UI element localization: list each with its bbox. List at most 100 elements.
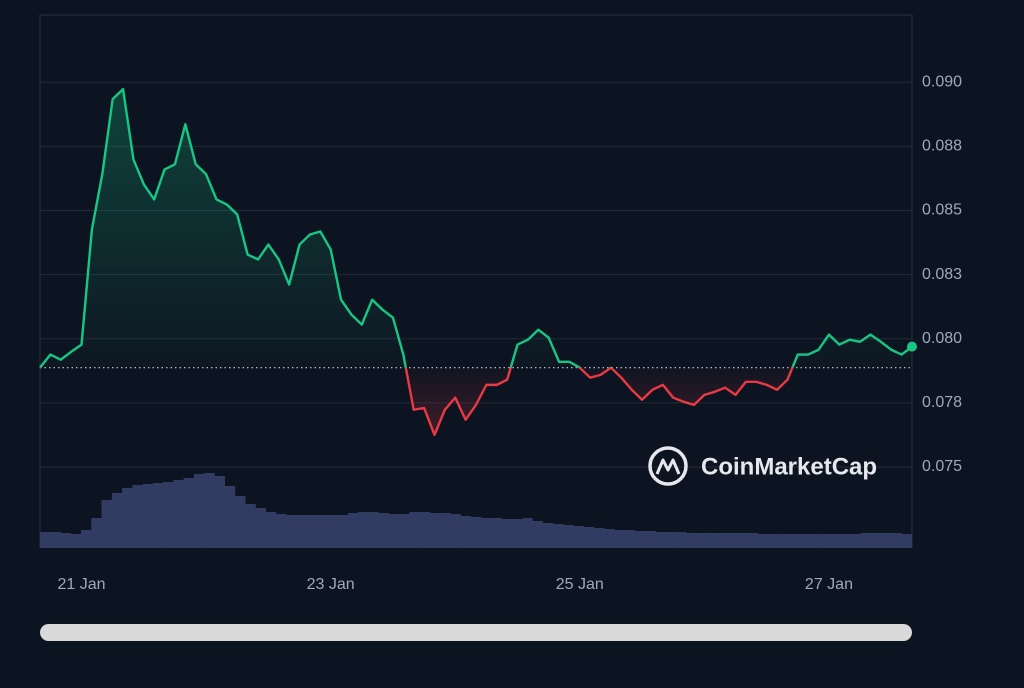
volume-bar [409, 512, 420, 548]
price-line [39, 87, 913, 437]
volume-bar [358, 512, 369, 548]
price-area [40, 89, 912, 435]
volume-bar [696, 533, 708, 548]
volume-bar [132, 485, 143, 548]
volume-bar [737, 533, 749, 548]
volume-bar [368, 512, 379, 548]
volume-bar [891, 533, 903, 548]
volume-bar [296, 515, 308, 548]
volume-bar [316, 515, 328, 548]
volume-bar [60, 533, 72, 548]
volume-bar [50, 532, 61, 548]
y-tick-label: 0.083 [922, 266, 962, 283]
x-tick-label: 27 Jan [805, 576, 853, 593]
x-tick-label: 21 Jan [58, 576, 106, 593]
scrollbar[interactable] [40, 624, 912, 641]
volume-bar [255, 508, 266, 548]
volume-bar [163, 482, 174, 548]
x-axis: 21 Jan 23 Jan 25 Jan 27 Jan [58, 576, 853, 593]
volume-bar [81, 530, 92, 548]
volume-bar [583, 527, 595, 548]
watermark-logo [648, 446, 688, 486]
volume-bar [593, 528, 605, 548]
volume-bar [306, 515, 318, 548]
volume-bar [522, 518, 533, 548]
volume-bar [265, 512, 277, 548]
volume-bar [676, 532, 687, 548]
volume-bar [532, 521, 543, 548]
volume-bars [40, 473, 912, 548]
volume-bar [481, 518, 492, 548]
volume-bar [214, 476, 225, 548]
volume-bar [829, 534, 841, 548]
volume-bar [347, 513, 359, 548]
volume-bar [399, 514, 410, 548]
volume-bar [850, 534, 862, 548]
volume-bar [234, 496, 246, 548]
volume-bar [327, 515, 338, 548]
x-tick-label: 23 Jan [307, 576, 355, 593]
volume-bar [542, 523, 554, 548]
y-tick-label: 0.088 [922, 138, 962, 155]
volume-bar [645, 531, 656, 548]
price-series [39, 87, 917, 437]
volume-bar [809, 534, 820, 548]
x-tick-label: 25 Jan [556, 576, 604, 593]
volume-bar [758, 534, 769, 548]
volume-bar [604, 529, 615, 548]
volume-bar [552, 524, 564, 548]
volume-bar [788, 534, 800, 548]
volume-bar [470, 517, 482, 548]
y-tick-label: 0.075 [922, 458, 962, 475]
volume-bar [275, 514, 287, 548]
volume-bar [819, 534, 831, 548]
volume-bar [204, 473, 215, 548]
volume-bar [635, 531, 646, 548]
volume-bar [40, 532, 51, 548]
volume-bar [429, 513, 441, 548]
volume-bar [881, 533, 892, 548]
watermark-logo-mark [655, 458, 681, 475]
volume-bar [717, 533, 728, 548]
volume-bar [655, 532, 667, 548]
volume-bar [111, 493, 123, 548]
volume-bar [245, 504, 256, 548]
volume-bar [224, 486, 236, 548]
volume-bar [378, 513, 390, 548]
volume-bar [901, 534, 912, 548]
volume-bar [870, 533, 882, 548]
volume-bar [460, 516, 472, 548]
volume-bar [286, 515, 297, 548]
volume-bar [778, 534, 790, 548]
volume-bar [799, 534, 810, 548]
volume-bar [491, 518, 502, 548]
plot-frame [39, 14, 913, 548]
volume-bar [860, 533, 872, 548]
volume-bar [727, 533, 738, 548]
volume-bar [183, 478, 195, 548]
volume-bar [624, 530, 636, 548]
volume-bar [337, 515, 349, 548]
volume-bar [70, 534, 82, 548]
volume-bar [122, 488, 133, 548]
volume-bar [706, 533, 718, 548]
volume-bar [91, 518, 102, 548]
volume-bar [840, 534, 851, 548]
volume-bar [686, 533, 697, 548]
volume-bar [152, 483, 164, 548]
volume-bar [388, 514, 400, 548]
volume-bar [747, 533, 759, 548]
y-tick-label: 0.090 [922, 73, 962, 90]
volume-bar [511, 519, 523, 548]
volume-bar [450, 514, 461, 548]
y-tick-label: 0.085 [922, 202, 962, 219]
y-tick-label: 0.080 [922, 330, 962, 347]
volume-bar [665, 532, 677, 548]
y-tick-label: 0.078 [922, 394, 962, 411]
watermark: CoinMarketCap [648, 446, 877, 486]
volume-bar [173, 480, 184, 548]
volume-bar [614, 530, 626, 548]
volume-bar [193, 474, 205, 548]
volume-bar [768, 534, 779, 548]
